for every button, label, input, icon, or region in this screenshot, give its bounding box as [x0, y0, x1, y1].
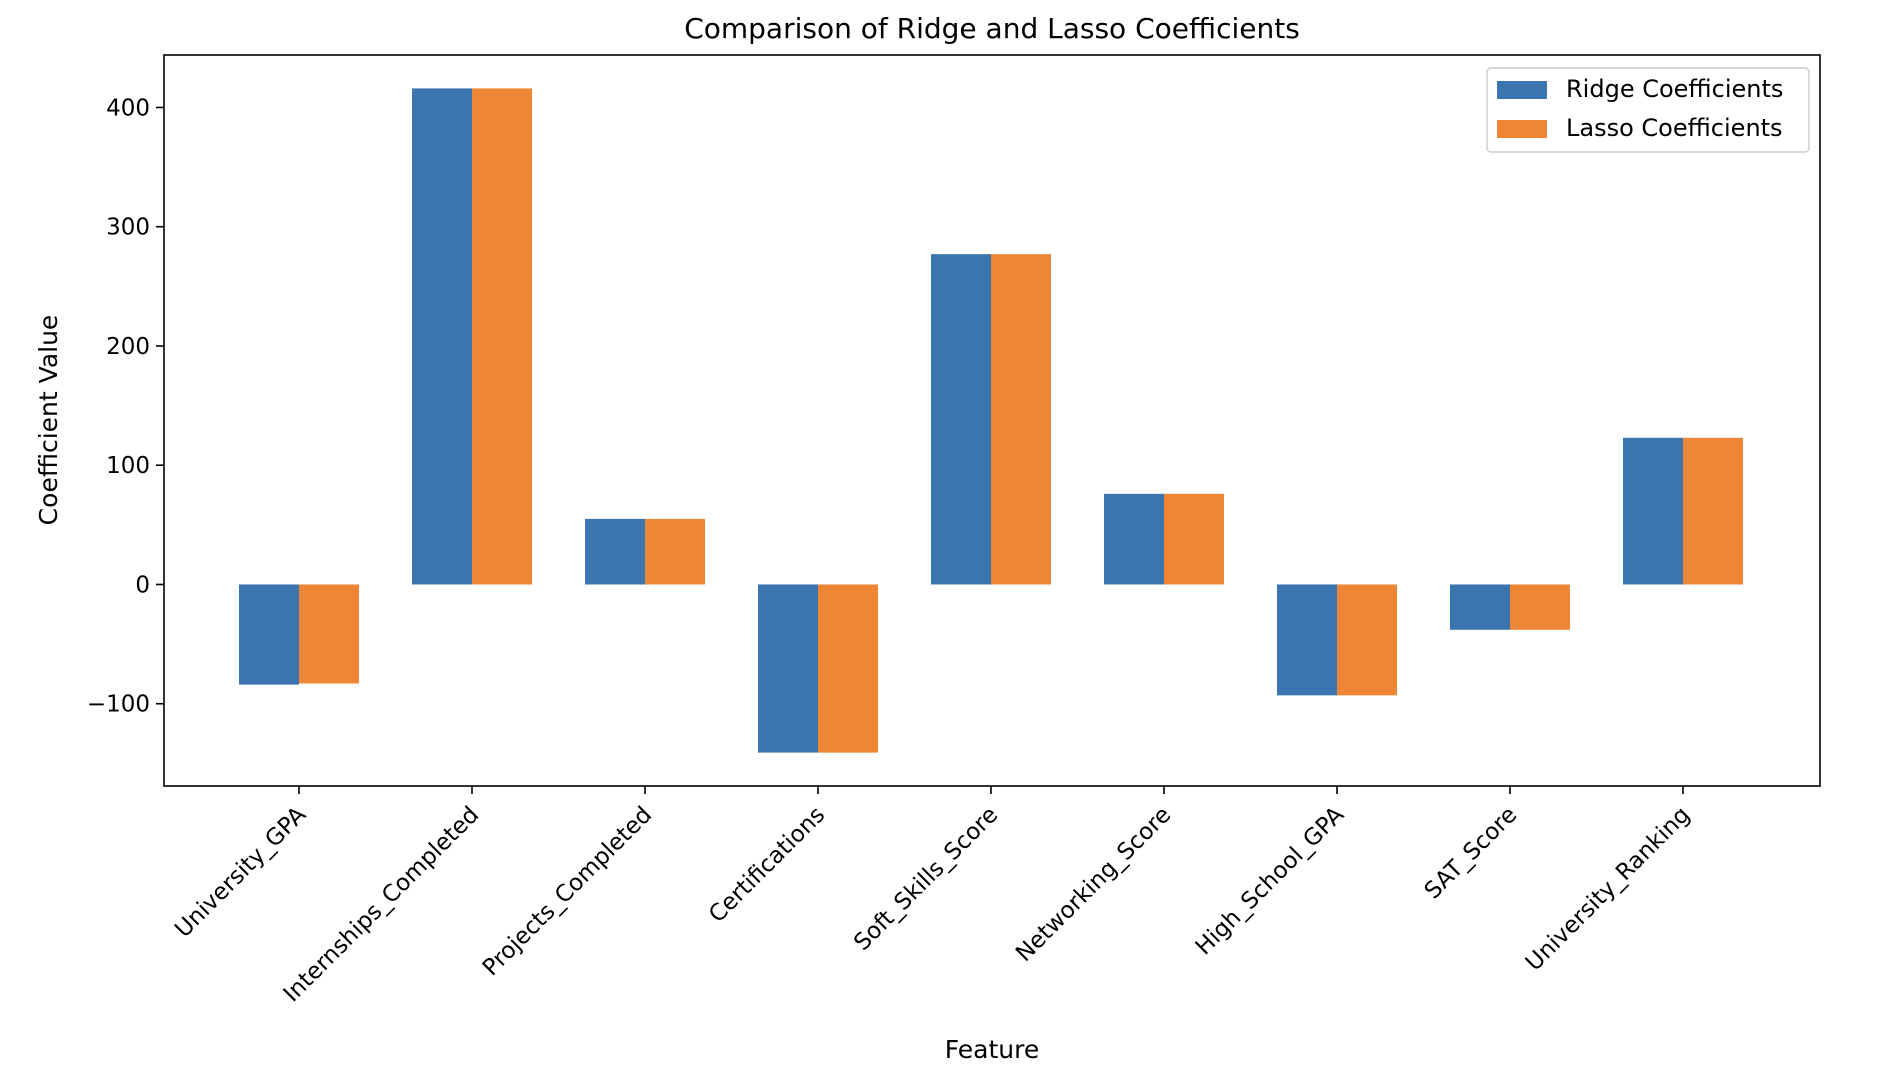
- x-tick-label: Soft_Skills_Score: [849, 802, 1003, 956]
- legend-frame: [1486, 67, 1810, 153]
- bar-lasso-university-ranking: [1683, 437, 1743, 585]
- bar-ridge-sat-score: [1450, 584, 1510, 630]
- x-tick-label: University_Ranking: [1521, 802, 1695, 976]
- legend-label: Lasso Coefficients: [1566, 114, 1783, 142]
- bar-lasso-soft-skills-score: [991, 254, 1051, 585]
- bar-lasso-networking-score: [1164, 493, 1224, 585]
- y-axis-label: Coefficient Value: [34, 315, 63, 526]
- legend: Ridge Coefficients Lasso Coefficients: [1486, 67, 1810, 153]
- y-tick-label: −100: [87, 692, 150, 718]
- x-axis: University_GPAInternships_CompletedProje…: [170, 786, 1695, 1007]
- x-tick-label: Certifications: [704, 802, 830, 928]
- bar-lasso-internships-completed: [472, 88, 532, 585]
- legend-label: Ridge Coefficients: [1566, 75, 1783, 103]
- y-tick-label: 0: [135, 572, 150, 598]
- y-tick-label: 400: [106, 95, 150, 121]
- bar-ridge-high-school-gpa: [1277, 584, 1337, 696]
- bar-ridge-internships-completed: [412, 88, 472, 585]
- x-axis-label: Feature: [945, 1035, 1039, 1064]
- bar-lasso-projects-completed: [645, 518, 705, 585]
- x-tick-label: University_GPA: [170, 802, 311, 943]
- bar-lasso-university-gpa: [299, 584, 359, 684]
- bar-ridge-certifications: [758, 584, 818, 753]
- chart-title: Comparison of Ridge and Lasso Coefficien…: [684, 12, 1300, 45]
- legend-swatch: [1497, 120, 1547, 138]
- y-tick-label: 100: [106, 453, 150, 479]
- x-tick-label: Internships_Completed: [279, 802, 485, 1008]
- bar-ridge-university-gpa: [239, 584, 299, 685]
- bar-lasso-sat-score: [1510, 584, 1570, 630]
- plot-frame: [163, 54, 1821, 787]
- y-tick-label: 200: [106, 334, 150, 360]
- x-tick-label: Projects_Completed: [478, 802, 657, 981]
- bar-ridge-soft-skills-score: [931, 254, 991, 585]
- x-tick-label: SAT_Score: [1420, 802, 1522, 904]
- bar-ridge-projects-completed: [585, 518, 645, 585]
- x-tick-label: Networking_Score: [1011, 802, 1176, 967]
- bar-lasso-high-school-gpa: [1337, 584, 1397, 696]
- bar-ridge-university-ranking: [1623, 437, 1683, 585]
- bar-ridge-networking-score: [1104, 493, 1164, 585]
- bars-group: [239, 88, 1743, 753]
- y-tick-label: 300: [106, 215, 150, 241]
- bar-lasso-certifications: [818, 584, 878, 753]
- y-axis: −100 0 100 200 300 400: [87, 95, 164, 718]
- x-tick-label: High_School_GPA: [1191, 802, 1350, 961]
- legend-swatch: [1497, 81, 1547, 99]
